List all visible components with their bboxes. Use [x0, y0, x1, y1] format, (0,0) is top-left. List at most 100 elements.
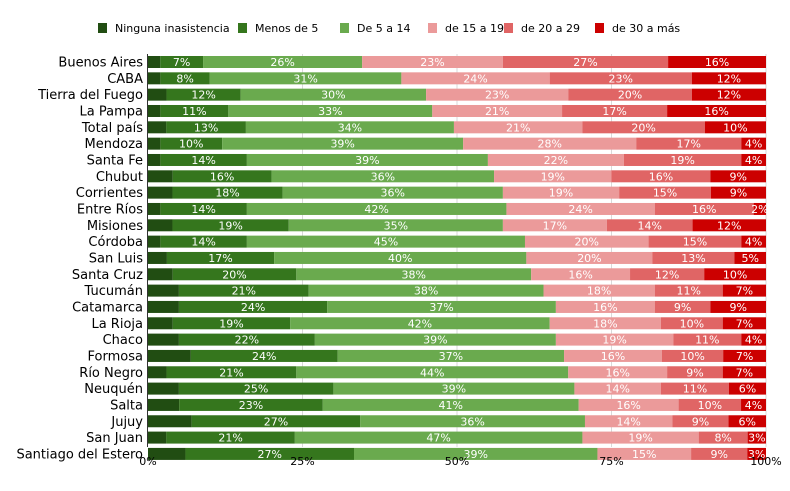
bar-segment — [327, 300, 556, 313]
bar-segment — [166, 431, 295, 444]
data-label: 27% — [258, 448, 282, 461]
bar-segment — [322, 398, 579, 411]
data-label: 9% — [730, 187, 747, 200]
data-label: 11% — [182, 105, 206, 118]
legend-label: Menos de 5 — [255, 22, 318, 35]
bar-segment — [698, 431, 748, 444]
bar-segment — [549, 317, 661, 330]
legend-swatch — [340, 23, 349, 33]
data-label: 16% — [705, 56, 729, 69]
bar-segment — [555, 300, 655, 313]
bar-segment — [148, 235, 161, 248]
data-label: 18% — [215, 187, 239, 200]
bar-segment — [401, 72, 550, 85]
legend: Ninguna inasistencia Menos de 5 De 5 a 14 d… — [98, 22, 680, 35]
bar-segment — [160, 153, 247, 166]
data-label: 47% — [426, 432, 450, 445]
data-label: 41% — [439, 399, 463, 412]
bar-segment — [584, 415, 673, 428]
bar-segment — [172, 219, 289, 232]
bar-segment — [179, 398, 323, 411]
bar-segment — [354, 447, 598, 460]
data-label: 24% — [568, 203, 592, 216]
bar-segment — [148, 366, 167, 379]
bar-segment — [678, 398, 742, 411]
data-label: 17% — [677, 138, 701, 151]
category-label: Salta — [110, 398, 143, 413]
data-label: 4% — [745, 399, 762, 412]
category-label: San Luis — [89, 251, 143, 266]
bar-segment — [148, 186, 173, 199]
category-label: CABA — [107, 72, 143, 87]
category-label: Entre Ríos — [77, 202, 143, 217]
data-label: 23% — [420, 56, 444, 69]
data-label: 35% — [384, 219, 408, 232]
bar-segment — [619, 186, 711, 199]
data-label: 15% — [632, 448, 656, 461]
x-tick-label: 0% — [139, 455, 156, 468]
legend-label: Ninguna inasistencia — [115, 22, 230, 35]
data-label: 14% — [638, 219, 662, 232]
bar-segment — [654, 284, 723, 297]
data-label: 21% — [232, 285, 256, 298]
category-label: Total país — [81, 121, 143, 136]
bar-segment — [148, 202, 161, 215]
bar-segment — [314, 333, 556, 346]
bar-segment — [203, 56, 363, 68]
bar-segment — [667, 366, 723, 379]
bar-segment — [506, 202, 655, 215]
bar-segment — [692, 219, 766, 232]
bar-segment — [166, 121, 246, 134]
bar-segment — [741, 235, 766, 248]
category-label: Jujuy — [110, 415, 143, 430]
bar-segment — [578, 398, 679, 411]
data-label: 42% — [408, 317, 432, 330]
bar-segment — [190, 349, 338, 362]
legend-swatch — [98, 23, 107, 33]
bar-segment — [274, 251, 527, 264]
bar-segment — [178, 382, 334, 395]
x-tick-label: 25% — [290, 455, 314, 468]
data-label: 23% — [609, 72, 633, 85]
bar-segment — [564, 349, 662, 362]
category-label: Buenos Aires — [58, 56, 143, 71]
data-label: 12% — [717, 89, 741, 102]
data-label: 27% — [573, 56, 597, 69]
data-label: 26% — [270, 56, 294, 69]
bar-segment — [660, 317, 723, 330]
data-label: 36% — [371, 170, 395, 183]
bar-segment — [160, 137, 223, 150]
data-label: 39% — [355, 154, 379, 167]
bar-segment — [432, 104, 563, 117]
bar-segment — [148, 382, 179, 395]
data-label: 9% — [710, 448, 727, 461]
bar-segment — [704, 121, 766, 134]
bar-segment — [148, 56, 161, 68]
bar-segment — [148, 104, 161, 117]
data-label: 6% — [739, 415, 756, 428]
bar-segment — [574, 382, 661, 395]
bar-segment — [582, 121, 705, 134]
bar-segment — [549, 72, 692, 85]
bar-segment — [526, 251, 653, 264]
bar-segment — [502, 219, 607, 232]
bar-segment — [209, 72, 402, 85]
x-tick-label: 75% — [599, 455, 623, 468]
bar-segment — [728, 382, 766, 395]
data-label: 9% — [686, 366, 703, 379]
data-label: 5% — [742, 252, 759, 265]
bar-segment — [288, 219, 503, 232]
bar-segment — [160, 104, 229, 117]
bar-segment — [148, 300, 179, 313]
bar-segment — [734, 251, 766, 264]
data-label: 11% — [677, 285, 701, 298]
bar-segment — [148, 349, 191, 362]
data-label: 36% — [381, 187, 405, 200]
bar-segment — [172, 317, 291, 330]
data-label: 19% — [541, 170, 565, 183]
data-label: 10% — [680, 350, 704, 363]
legend-label: de 30 a más — [612, 22, 680, 35]
data-label: 9% — [674, 301, 691, 314]
category-label: Neuquén — [84, 382, 143, 397]
